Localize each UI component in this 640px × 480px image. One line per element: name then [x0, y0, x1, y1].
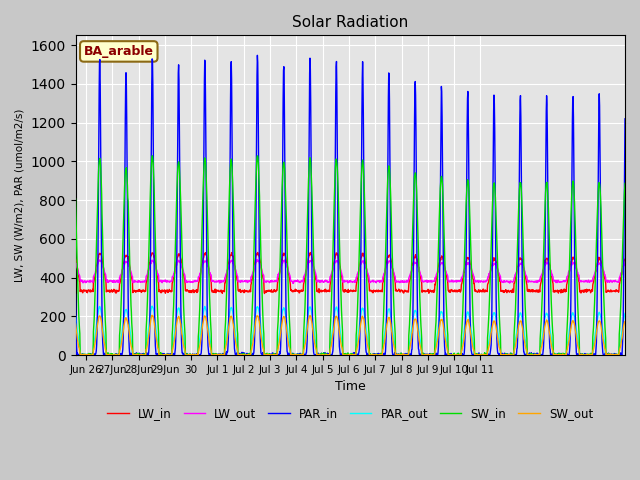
SW_out — [621, 319, 629, 324]
SW_out — [561, 352, 569, 358]
SW_in — [72, 196, 79, 202]
Y-axis label: LW, SW (W/m2), PAR (umol/m2/s): LW, SW (W/m2), PAR (umol/m2/s) — [15, 108, 25, 282]
PAR_in — [74, 352, 81, 358]
LW_out — [337, 267, 344, 273]
SW_in — [481, 352, 488, 358]
SW_out — [72, 321, 79, 326]
LW_out — [253, 257, 261, 263]
Line: PAR_out: PAR_out — [76, 306, 625, 355]
PAR_out — [326, 344, 334, 349]
SW_in — [614, 352, 622, 358]
LW_out — [481, 278, 488, 284]
LW_out — [614, 278, 622, 284]
SW_out — [614, 352, 622, 358]
SW_in — [76, 352, 84, 358]
LW_out — [326, 274, 334, 279]
PAR_out — [337, 330, 344, 336]
SW_out — [481, 352, 488, 358]
PAR_out — [561, 352, 569, 358]
SW_in — [561, 352, 569, 358]
LW_in — [326, 282, 334, 288]
PAR_in — [621, 116, 629, 122]
LW_in — [260, 290, 268, 296]
SW_out — [158, 352, 166, 358]
LW_in — [72, 256, 79, 262]
PAR_out — [481, 352, 488, 358]
LW_in — [614, 289, 622, 295]
Line: LW_out: LW_out — [76, 260, 625, 283]
SW_in — [326, 330, 334, 336]
SW_out — [148, 312, 156, 318]
PAR_out — [158, 352, 166, 358]
SW_out — [337, 336, 344, 342]
PAR_out — [72, 313, 79, 319]
Text: BA_arable: BA_arable — [84, 45, 154, 58]
LW_in — [157, 288, 165, 294]
PAR_in — [481, 352, 488, 358]
Title: Solar Radiation: Solar Radiation — [292, 15, 408, 30]
Line: LW_in: LW_in — [76, 252, 625, 293]
PAR_out — [621, 311, 629, 316]
SW_in — [337, 275, 344, 280]
LW_in — [561, 288, 569, 294]
PAR_in — [253, 52, 261, 58]
PAR_in — [614, 352, 622, 358]
LW_in — [481, 288, 488, 293]
LW_out — [157, 279, 165, 285]
PAR_in — [72, 291, 79, 297]
PAR_in — [561, 352, 569, 358]
LW_in — [337, 266, 344, 272]
SW_out — [326, 348, 334, 354]
SW_in — [148, 153, 156, 159]
LW_out — [621, 260, 629, 266]
X-axis label: Time: Time — [335, 380, 365, 393]
Line: SW_in: SW_in — [76, 156, 625, 355]
PAR_in — [326, 352, 334, 358]
PAR_out — [614, 352, 622, 358]
LW_out — [72, 260, 79, 266]
Line: SW_out: SW_out — [76, 315, 625, 355]
PAR_in — [337, 352, 344, 358]
LW_in — [621, 257, 629, 263]
Legend: LW_in, LW_out, PAR_in, PAR_out, SW_in, SW_out: LW_in, LW_out, PAR_in, PAR_out, SW_in, S… — [102, 402, 598, 425]
SW_out — [77, 352, 84, 358]
PAR_out — [148, 303, 156, 309]
LW_out — [289, 280, 297, 286]
LW_in — [254, 250, 262, 255]
Line: PAR_in: PAR_in — [76, 55, 625, 355]
LW_out — [561, 279, 569, 285]
PAR_in — [158, 352, 166, 358]
SW_in — [621, 180, 629, 186]
PAR_out — [76, 352, 84, 358]
SW_in — [158, 351, 166, 357]
